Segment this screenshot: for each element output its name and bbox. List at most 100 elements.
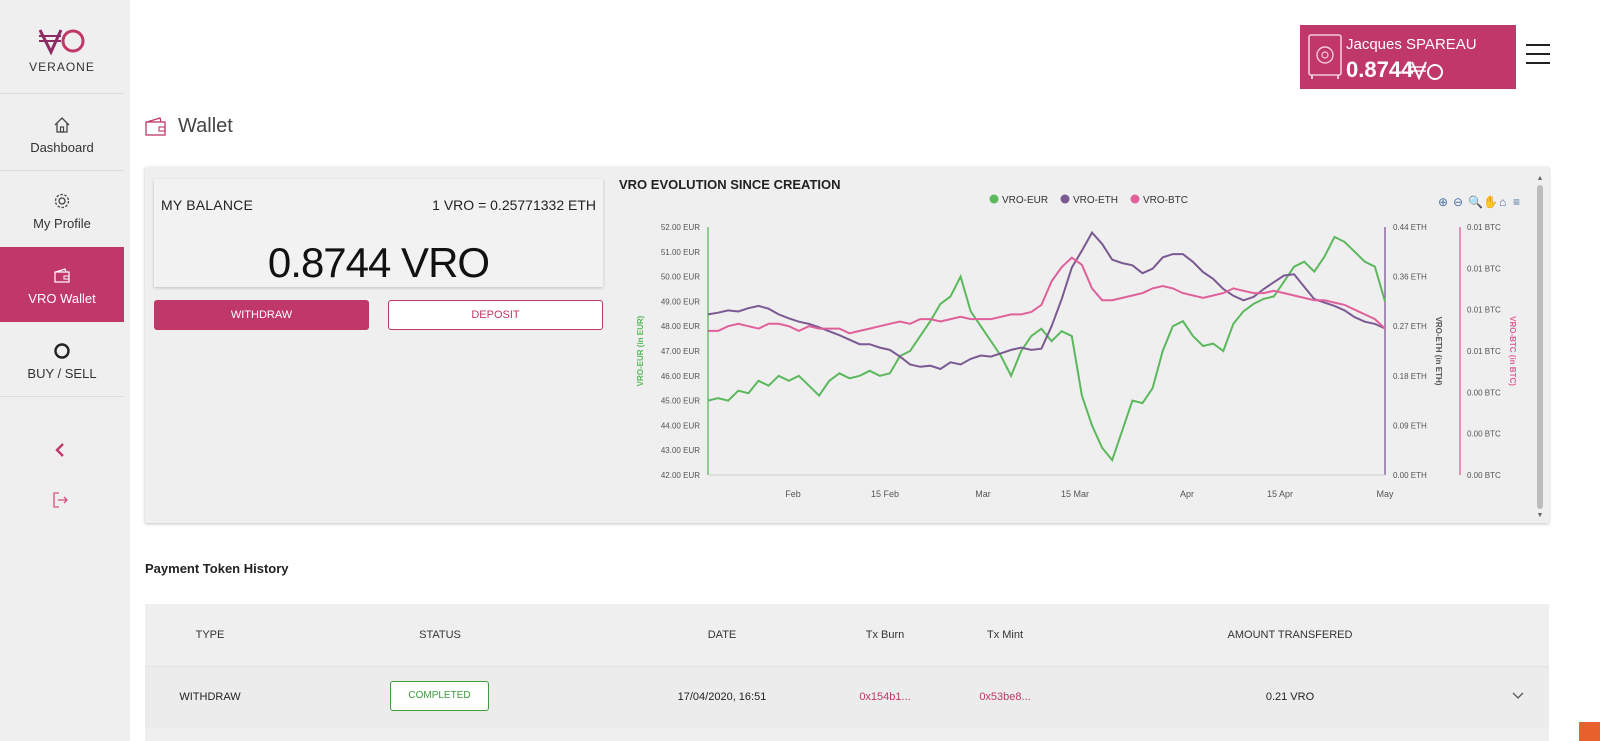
wallet-panel: MY BALANCE 1 VRO = 0.25771332 ETH 0.8744… <box>145 167 1549 523</box>
user-balance-card[interactable]: Jacques SPAREAU 0.8744 <box>1300 25 1516 89</box>
balance-amount: 0.8744 VRO <box>267 239 490 286</box>
y-left-tick-label: 46.00 EUR <box>661 372 700 381</box>
column-header-tx-mint: Tx Mint <box>986 629 1024 641</box>
y-right-btc-tick-label: 0.00 BTC <box>1467 430 1501 439</box>
reset-home-icon[interactable]: ⌂ <box>1499 195 1506 209</box>
wallet-icon <box>145 117 166 136</box>
chevron-down-icon[interactable] <box>1512 691 1524 701</box>
table-row[interactable]: WITHDRAW COMPLETED 17/04/2020, 16:51 0x1… <box>145 666 1549 728</box>
history-table: TYPE STATUS DATE Tx Burn Tx Mint AMOUNT … <box>145 604 1549 741</box>
status-badge: COMPLETED <box>390 681 489 711</box>
balance-box: MY BALANCE 1 VRO = 0.25771332 ETH 0.8744… <box>154 179 603 287</box>
sidebar-item-label: BUY / SELL <box>27 366 97 381</box>
y-right-eth-axis-title: VRO-ETH (in ETH) <box>1434 317 1443 386</box>
panel-scrollbar[interactable]: ▲ ▼ <box>1536 175 1544 519</box>
user-name: Jacques SPAREAU <box>1346 36 1477 53</box>
y-right-btc-tick-label: 0.00 BTC <box>1467 471 1501 480</box>
sidebar-item-label: My Profile <box>33 216 91 231</box>
cell-date: 17/04/2020, 16:51 <box>677 691 767 703</box>
balance-label: MY BALANCE <box>161 197 253 213</box>
cell-type: WITHDRAW <box>179 691 241 703</box>
y-left-tick-label: 43.00 EUR <box>661 446 700 455</box>
vro-evolution-chart[interactable]: VRO-EUR VRO-ETH VRO-BTC ⊕ ⊖ 🔍 ✋ ⌂ ≡ 52.00 EUR 51.0… <box>619 187 1539 507</box>
zoom-out-icon[interactable]: ⊖ <box>1453 195 1463 209</box>
sidebar-item-dashboard[interactable]: Dashboard <box>0 116 124 156</box>
series-line-vro-eur <box>707 235 1386 463</box>
y-right-eth-tick-label: 0.27 ETH <box>1393 322 1427 331</box>
y-right-eth-tick-label: 0.18 ETH <box>1393 372 1427 381</box>
y-left-tick-label: 49.00 EUR <box>661 297 700 306</box>
y-left-axis-title: VRO-EUR (in EUR) <box>636 315 645 386</box>
circle-icon <box>54 343 70 359</box>
x-tick-label: May <box>1376 489 1394 499</box>
legend-marker <box>989 194 999 204</box>
brand-logo[interactable]: VERAONE <box>0 22 124 74</box>
y-right-btc-tick-label: 0.01 BTC <box>1467 306 1501 315</box>
y-right-eth-tick-label: 0.00 ETH <box>1393 471 1427 480</box>
magnifier-icon[interactable]: 🔍 <box>1468 194 1483 209</box>
y-left-tick-label: 47.00 EUR <box>661 347 700 356</box>
scroll-up-icon[interactable]: ▲ <box>1536 175 1544 182</box>
series-line-vro-btc <box>708 256 1386 335</box>
tx-burn-link[interactable]: 0x154b1... <box>859 691 911 703</box>
deposit-button[interactable]: DEPOSIT <box>388 300 603 330</box>
series-line-vro-eth <box>707 230 1386 371</box>
column-header-type: TYPE <box>195 629 225 641</box>
x-tick-label: 15 Mar <box>1061 489 1089 499</box>
column-header-amount: AMOUNT TRANSFERED <box>1227 629 1353 641</box>
legend-marker <box>1130 194 1140 204</box>
vro-logo-icon <box>38 29 85 56</box>
zoom-in-icon[interactable]: ⊕ <box>1438 195 1448 209</box>
sidebar: VERAONE Dashboard My Profile VRO Wallet … <box>0 0 130 741</box>
nav-divider <box>0 396 124 397</box>
wallet-icon <box>54 268 70 283</box>
y-right-btc-tick-label: 0.01 BTC <box>1467 264 1501 273</box>
scroll-thumb[interactable] <box>1537 185 1543 509</box>
gear-icon <box>54 193 70 209</box>
nav-divider <box>0 93 124 94</box>
sidebar-item-label: Dashboard <box>30 140 94 155</box>
y-right-eth-tick-label: 0.36 ETH <box>1393 273 1427 282</box>
y-left-tick-label: 52.00 EUR <box>661 223 700 232</box>
sidebar-item-buy-sell[interactable]: BUY / SELL <box>0 342 124 382</box>
x-tick-label: 15 Feb <box>871 489 899 499</box>
y-right-eth-tick-label: 0.09 ETH <box>1393 421 1427 430</box>
column-header-date: DATE <box>707 629 737 641</box>
y-left-tick-label: 42.00 EUR <box>661 471 700 480</box>
legend-label: VRO-BTC <box>1143 195 1188 206</box>
cell-amount: 0.21 VRO <box>1265 691 1315 703</box>
legend-marker <box>1060 194 1070 204</box>
menu-icon[interactable]: ≡ <box>1513 195 1520 209</box>
nav-divider <box>0 170 124 171</box>
y-left-tick-label: 44.00 EUR <box>661 421 700 430</box>
vro-symbol-icon <box>1411 61 1443 81</box>
withdraw-button[interactable]: WITHDRAW <box>154 300 369 330</box>
history-title: Payment Token History <box>145 561 289 576</box>
x-tick-label: 15 Apr <box>1267 489 1293 499</box>
brand-name: VERAONE <box>29 60 95 74</box>
column-header-tx-burn: Tx Burn <box>865 629 905 641</box>
x-tick-label: Mar <box>975 489 991 499</box>
y-right-btc-tick-label: 0.01 BTC <box>1467 347 1501 356</box>
sidebar-item-label: VRO Wallet <box>28 291 96 306</box>
y-left-tick-label: 51.00 EUR <box>661 248 700 257</box>
y-left-tick-label: 48.00 EUR <box>661 322 700 331</box>
hamburger-icon[interactable] <box>1526 44 1550 66</box>
sidebar-item-vro-wallet[interactable]: VRO Wallet <box>0 247 124 322</box>
x-tick-label: Feb <box>785 489 801 499</box>
legend-label: VRO-EUR <box>1002 195 1048 206</box>
user-balance: 0.8744 <box>1346 57 1414 82</box>
y-right-btc-tick-label: 0.01 BTC <box>1467 223 1501 232</box>
page-title-text: Wallet <box>178 115 233 137</box>
x-tick-label: Apr <box>1180 489 1194 499</box>
scroll-down-icon[interactable]: ▼ <box>1536 512 1544 519</box>
tx-mint-link[interactable]: 0x53be8... <box>979 691 1031 703</box>
home-icon <box>54 117 70 133</box>
y-left-tick-label: 45.00 EUR <box>661 397 700 406</box>
chevron-left-icon[interactable] <box>50 440 70 460</box>
y-right-btc-axis-title: VRO-BTC (in BTC) <box>1508 316 1517 386</box>
chart-title: VRO EVOLUTION SINCE CREATION <box>619 177 841 192</box>
logout-icon[interactable] <box>50 490 70 510</box>
sidebar-item-my-profile[interactable]: My Profile <box>0 192 124 232</box>
pan-icon[interactable]: ✋ <box>1483 195 1498 209</box>
